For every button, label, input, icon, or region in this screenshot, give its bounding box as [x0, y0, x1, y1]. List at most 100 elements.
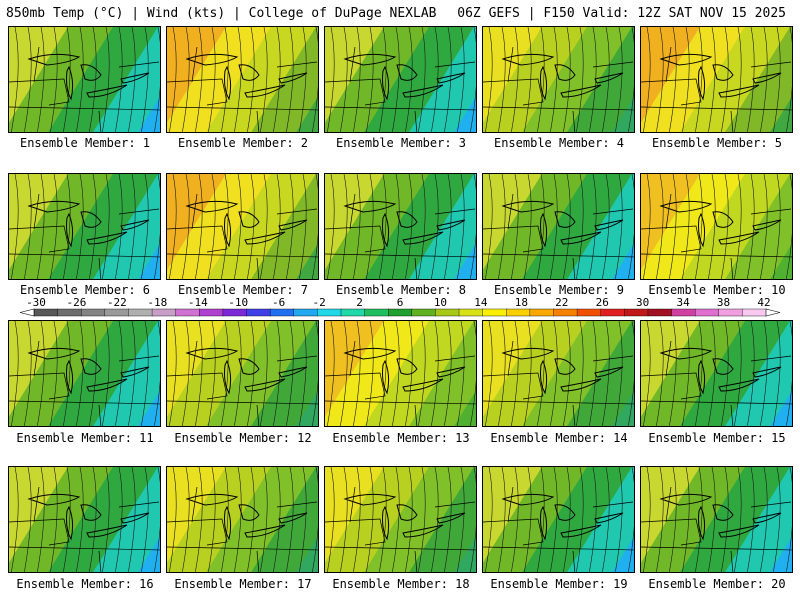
wind-streamline	[128, 27, 136, 132]
wind-streamline	[50, 321, 58, 426]
wind-streamline	[734, 321, 742, 426]
wind-streamline	[682, 467, 690, 572]
state-borders	[641, 340, 792, 426]
wind-streamline	[721, 321, 729, 426]
wind-streamline	[760, 27, 768, 132]
wind-streamline	[37, 467, 45, 572]
wind-streamline	[589, 467, 597, 572]
colorbar-segment	[458, 308, 484, 317]
colorbar-segment	[387, 308, 413, 317]
state-borders	[483, 193, 634, 279]
wind-streamline	[656, 27, 664, 132]
wind-streamline	[312, 321, 318, 426]
wind-streamline	[563, 321, 571, 426]
wind-streamline	[418, 27, 426, 132]
wind-streamline	[628, 467, 634, 572]
temperature-band	[93, 27, 160, 132]
ensemble-map-panel	[324, 466, 477, 573]
temperature-field-map	[325, 321, 476, 426]
ensemble-member-label: Ensemble Member: 4	[493, 136, 625, 150]
wind-streamline	[695, 321, 703, 426]
wind-streamline	[669, 27, 677, 132]
wind-streamline	[115, 27, 123, 132]
temperature-band	[138, 96, 160, 132]
state-borders	[167, 46, 318, 132]
wind-streamline	[50, 27, 58, 132]
wind-streamline	[102, 174, 110, 279]
temperature-field-map	[483, 467, 634, 572]
great-lakes-outline	[501, 200, 624, 248]
wind-streamline	[154, 174, 160, 279]
wind-streamline	[37, 27, 45, 132]
great-lakes-outline	[343, 53, 466, 101]
ensemble-map-panel	[8, 26, 161, 133]
temperature-band	[167, 467, 273, 572]
wind-streamline	[312, 174, 318, 279]
wind-streamline	[154, 27, 160, 132]
wind-streamline	[511, 467, 519, 572]
colorbar-tick-label: -26	[66, 296, 87, 309]
wind-streamline	[485, 27, 493, 132]
colorbar-segment	[175, 308, 200, 317]
wind-streamline	[721, 27, 729, 132]
great-lakes-outline	[343, 347, 466, 395]
temperature-band	[364, 174, 476, 279]
ensemble-member-label: Ensemble Member: 15	[648, 431, 786, 445]
great-lakes-outline	[343, 200, 466, 248]
wind-streamline	[195, 174, 203, 279]
wind-streamline	[470, 174, 476, 279]
colorbar-segment	[104, 308, 130, 317]
temperature-field-map	[325, 467, 476, 572]
wind-streamline	[734, 27, 742, 132]
wind-streamline	[102, 321, 110, 426]
colorbar-segment	[482, 308, 507, 317]
temperature-band	[641, 27, 747, 132]
state-borders	[641, 193, 792, 279]
wind-streamline	[576, 27, 584, 132]
wind-streamline	[234, 321, 242, 426]
great-lakes-outline	[185, 53, 308, 101]
wind-streamline	[234, 27, 242, 132]
wind-streamline	[89, 27, 97, 132]
ensemble-map-panel	[166, 466, 319, 573]
ensemble-member-label: Ensemble Member: 8	[335, 283, 467, 297]
wind-streamline	[221, 174, 229, 279]
colorbar-segment	[624, 308, 649, 317]
wind-streamline	[37, 321, 45, 426]
wind-streamline	[537, 27, 545, 132]
wind-streamline	[247, 467, 255, 572]
temperature-band	[9, 321, 115, 426]
wind-streamline	[721, 174, 729, 279]
wind-streamline	[273, 27, 281, 132]
colorbar-segment	[600, 308, 626, 317]
temperature-band	[251, 321, 318, 426]
colorbar-tick-label: 30	[636, 296, 650, 309]
wind-streamline	[102, 467, 110, 572]
temperature-band	[93, 321, 160, 426]
wind-streamline	[76, 321, 84, 426]
temperature-band	[522, 27, 634, 132]
wind-streamline	[312, 467, 318, 572]
great-lakes-outline	[659, 200, 782, 248]
temperature-band	[409, 467, 476, 572]
model-valid-time: 06Z GEFS | F150 Valid: 12Z SAT NOV 15 20…	[457, 6, 786, 21]
ensemble-member-label: Ensemble Member: 13	[332, 431, 470, 445]
temperature-band	[251, 27, 318, 132]
temperature-band	[522, 467, 634, 572]
temperature-band	[48, 467, 160, 572]
wind-streamline	[379, 321, 387, 426]
wind-streamline	[576, 174, 584, 279]
state-borders	[483, 486, 634, 572]
wind-streamline	[208, 174, 216, 279]
wind-streamline	[76, 27, 84, 132]
wind-streamline	[379, 174, 387, 279]
state-borders	[9, 46, 160, 132]
colorbar-tick-label: -18	[147, 296, 168, 309]
state-borders	[167, 340, 318, 426]
state-borders	[325, 46, 476, 132]
wind-streamline	[327, 467, 335, 572]
great-lakes-outline	[185, 493, 308, 541]
wind-streamline	[405, 467, 413, 572]
wind-streamline	[366, 321, 374, 426]
wind-streamline	[537, 174, 545, 279]
